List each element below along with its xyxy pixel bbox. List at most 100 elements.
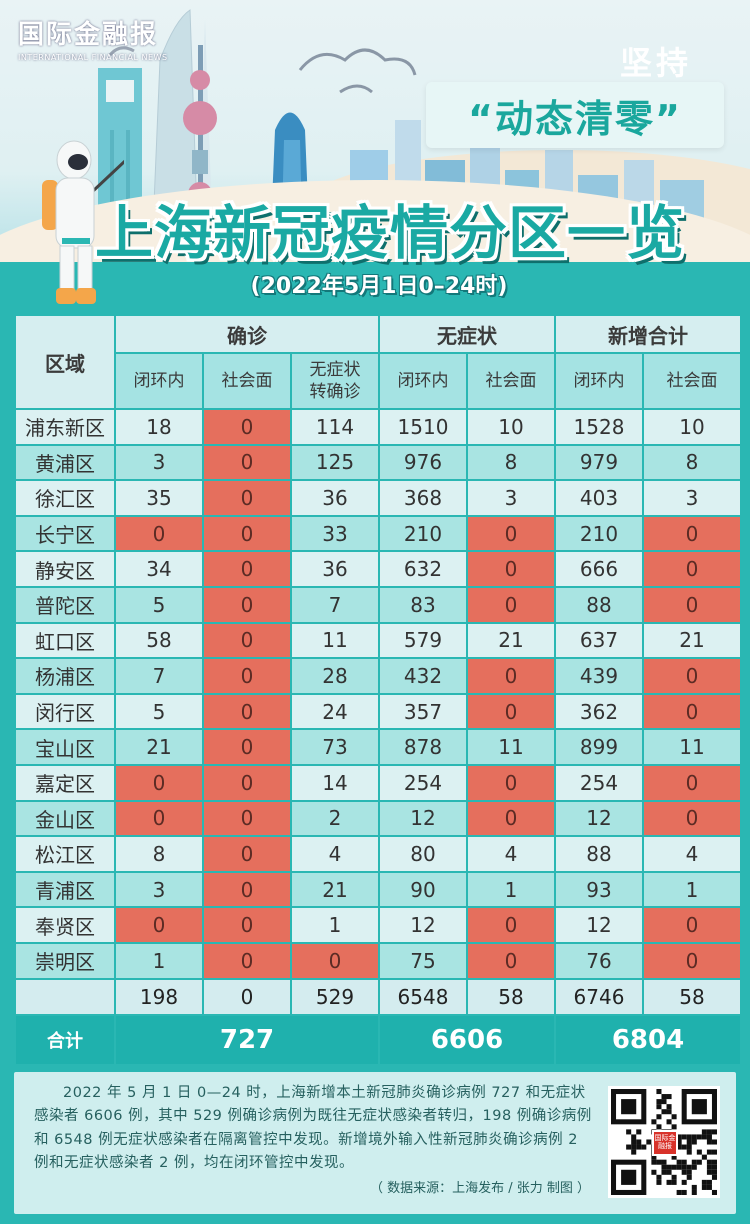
table-cell: 0 bbox=[204, 659, 290, 693]
table-cell: 36 bbox=[292, 481, 378, 515]
total-label: 合计 bbox=[16, 1015, 114, 1064]
table-cell: 1528 bbox=[556, 410, 642, 444]
table-cell: 3 bbox=[116, 872, 202, 907]
table-cell: 7 bbox=[116, 659, 202, 693]
table-cell: 28 bbox=[292, 659, 378, 693]
table-cell: 88 bbox=[556, 837, 642, 871]
table-cell: 0 bbox=[204, 872, 290, 907]
table-cell: 0 bbox=[644, 908, 740, 942]
table-cell: 0 bbox=[116, 908, 202, 942]
table-cell: 90 bbox=[380, 872, 466, 907]
table-cell: 368 bbox=[380, 481, 466, 515]
table-row: 静安区 34 0 36 632 0 666 0 bbox=[16, 552, 740, 586]
table-cell: 0 bbox=[204, 801, 290, 836]
table-cell: 21 bbox=[116, 730, 202, 764]
table-cell: 210 bbox=[556, 516, 642, 551]
subheader-cell: 社会面 bbox=[468, 354, 554, 408]
table-cell: 666 bbox=[556, 552, 642, 586]
table-row: 长宁区 0 0 33 210 0 210 0 bbox=[16, 516, 740, 551]
sum-cell: 6548 bbox=[380, 979, 466, 1014]
table-cell: 8 bbox=[116, 837, 202, 871]
table-cell: 5 bbox=[116, 694, 202, 729]
table-cell: 403 bbox=[556, 481, 642, 515]
table-cell: 83 bbox=[380, 587, 466, 622]
sum-row-blank bbox=[16, 979, 114, 1014]
qr-code[interactable]: 国际金融报 bbox=[608, 1086, 720, 1198]
table-cell: 0 bbox=[468, 552, 554, 586]
table-cell: 125 bbox=[292, 445, 378, 480]
table-cell: 1 bbox=[292, 908, 378, 942]
table-cell: 0 bbox=[204, 516, 290, 551]
table-cell: 7 bbox=[292, 587, 378, 622]
table-cell: 0 bbox=[468, 516, 554, 551]
table-cell: 0 bbox=[204, 410, 290, 444]
banner-base bbox=[0, 262, 750, 312]
table-cell: 8 bbox=[468, 445, 554, 480]
group-header-confirmed: 确诊 bbox=[116, 316, 378, 352]
total-cell: 6804 bbox=[556, 1015, 740, 1064]
table-row: 松江区 8 0 4 80 4 88 4 bbox=[16, 837, 740, 871]
district-name: 杨浦区 bbox=[16, 659, 114, 693]
table-cell: 0 bbox=[292, 943, 378, 978]
district-name: 奉贤区 bbox=[16, 908, 114, 942]
table-cell: 11 bbox=[644, 730, 740, 764]
table-cell: 0 bbox=[644, 765, 740, 800]
group-header-total: 新增合计 bbox=[556, 316, 740, 352]
table-cell: 3 bbox=[116, 445, 202, 480]
table-cell: 254 bbox=[380, 765, 466, 800]
sum-cell: 529 bbox=[292, 979, 378, 1014]
table-cell: 579 bbox=[380, 623, 466, 658]
table-cell: 0 bbox=[204, 943, 290, 978]
table-cell: 88 bbox=[556, 587, 642, 622]
table-cell: 0 bbox=[116, 765, 202, 800]
district-name: 松江区 bbox=[16, 837, 114, 871]
table-cell: 0 bbox=[204, 552, 290, 586]
table-cell: 34 bbox=[116, 552, 202, 586]
table-row: 宝山区 21 0 73 878 11 899 11 bbox=[16, 730, 740, 764]
table-cell: 12 bbox=[380, 801, 466, 836]
district-name: 长宁区 bbox=[16, 516, 114, 551]
area-header: 区域 bbox=[16, 316, 114, 408]
subheader-cell: 社会面 bbox=[644, 354, 740, 408]
table-cell: 4 bbox=[644, 837, 740, 871]
group-header-asymptomatic: 无症状 bbox=[380, 316, 554, 352]
table-cell: 0 bbox=[644, 552, 740, 586]
subheader-cell: 闭环内 bbox=[380, 354, 466, 408]
table-cell: 0 bbox=[204, 587, 290, 622]
subheader-cell: 无症状 转确诊 bbox=[292, 354, 378, 408]
table-row: 黄浦区 3 0 125 976 8 979 8 bbox=[16, 445, 740, 480]
table-cell: 114 bbox=[292, 410, 378, 444]
table-cell: 35 bbox=[116, 481, 202, 515]
table-cell: 432 bbox=[380, 659, 466, 693]
table-cell: 357 bbox=[380, 694, 466, 729]
page-title: 上海新冠疫情分区一览 bbox=[94, 199, 685, 267]
district-table: 区域 确诊 无症状 新增合计 闭环内 社会面 无症状 转确诊 闭环内 社会面 闭环内 社会面… bbox=[14, 314, 740, 1066]
table-cell: 73 bbox=[292, 730, 378, 764]
table-row: 徐汇区 35 0 36 368 3 403 3 bbox=[16, 481, 740, 515]
table-cell: 0 bbox=[644, 694, 740, 729]
sum-cell: 58 bbox=[644, 979, 740, 1014]
table-body: 浦东新区 18 0 114 1510 10 1528 10 黄浦区 3 0 125 976 8 979 8 徐汇… bbox=[16, 410, 740, 1064]
table-cell: 0 bbox=[204, 730, 290, 764]
summary-paragraph: 2022 年 5 月 1 日 0—24 时，上海新增本土新冠肺炎确诊病例 727… bbox=[34, 1082, 594, 1199]
table-cell: 21 bbox=[644, 623, 740, 658]
table-cell: 12 bbox=[556, 908, 642, 942]
publisher-logo: 国际金融报 INTERNATIONAL FINANCIAL NEWS bbox=[18, 14, 168, 62]
table-cell: 0 bbox=[204, 837, 290, 871]
table-cell: 58 bbox=[116, 623, 202, 658]
table-row: 金山区 0 0 2 12 0 12 0 bbox=[16, 801, 740, 836]
table-cell: 0 bbox=[204, 481, 290, 515]
table-row: 青浦区 3 0 21 90 1 93 1 bbox=[16, 872, 740, 907]
table-cell: 254 bbox=[556, 765, 642, 800]
table-cell: 0 bbox=[644, 801, 740, 836]
table-cell: 362 bbox=[556, 694, 642, 729]
district-name: 宝山区 bbox=[16, 730, 114, 764]
table-cell: 10 bbox=[468, 410, 554, 444]
table-cell: 0 bbox=[644, 516, 740, 551]
footer-panel: 2022 年 5 月 1 日 0—24 时，上海新增本土新冠肺炎确诊病例 727… bbox=[14, 1072, 736, 1214]
table-cell: 899 bbox=[556, 730, 642, 764]
table-row: 杨浦区 7 0 28 432 0 439 0 bbox=[16, 659, 740, 693]
table-cell: 12 bbox=[380, 908, 466, 942]
table-cell: 0 bbox=[468, 765, 554, 800]
table-cell: 12 bbox=[556, 801, 642, 836]
